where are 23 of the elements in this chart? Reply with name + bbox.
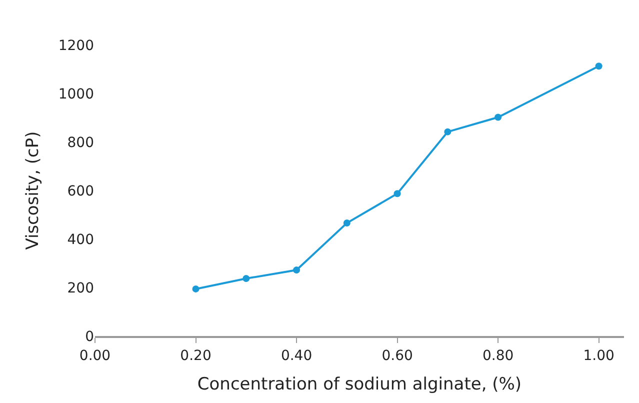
x-tick-label: 0.40 <box>280 348 312 364</box>
x-tick-label: 0.20 <box>180 348 212 364</box>
y-tick-label: 1000 <box>58 86 94 102</box>
point <box>242 275 250 282</box>
x-axis-title: Concentration of sodium alginate, (%) <box>197 374 522 395</box>
y-tick-label: 200 <box>67 280 94 296</box>
y-tick-label: 800 <box>67 134 94 151</box>
x-tick-label: 0.80 <box>482 348 514 364</box>
point <box>494 114 502 121</box>
point <box>595 62 602 70</box>
point <box>394 190 401 198</box>
y-tick-label: 400 <box>67 232 94 248</box>
x-tick-label: 1.00 <box>583 348 614 364</box>
point <box>192 285 200 292</box>
point <box>343 220 350 226</box>
x-tick-label: 0.00 <box>79 348 111 364</box>
y-axis-title: Viscosity, (cP) <box>22 131 43 250</box>
point <box>293 266 300 274</box>
y-tick-label: 600 <box>67 183 94 200</box>
x-tick-label: 0.60 <box>382 348 413 364</box>
y-tick-label: 1200 <box>58 38 94 54</box>
y-tick-label: 0 <box>85 328 94 345</box>
point <box>444 128 452 136</box>
